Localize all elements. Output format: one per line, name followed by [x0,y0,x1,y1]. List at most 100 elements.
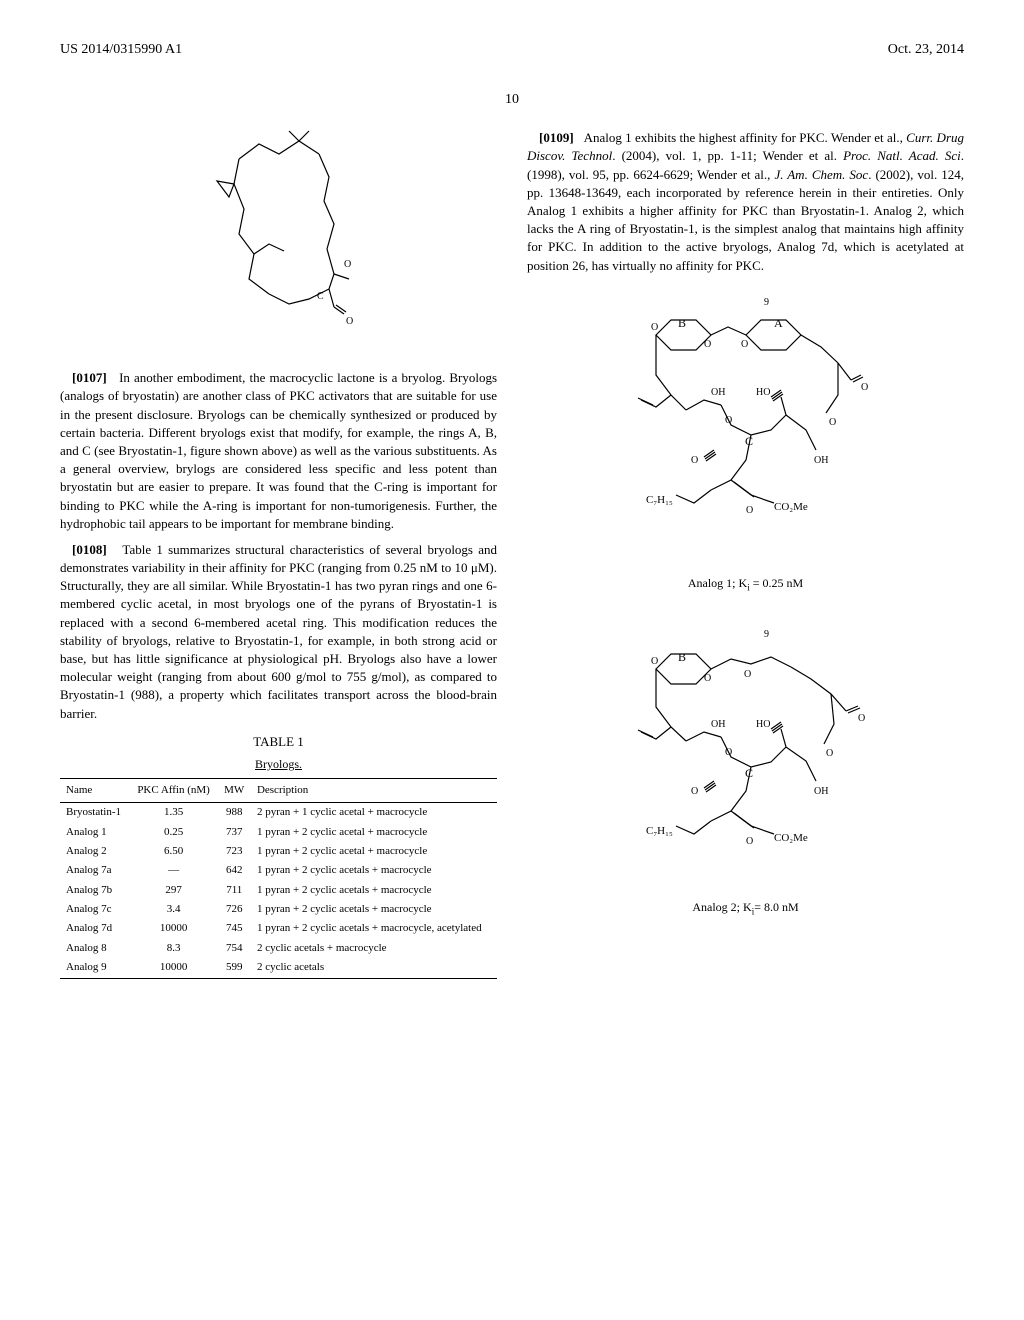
table-cell: 1 pyran + 2 cyclic acetals + macrocycle,… [251,919,497,938]
p109-t0: Analog 1 exhibits the highest affinity f… [584,130,907,145]
table-cell: 726 [218,900,251,919]
para-text-107: In another embodiment, the macrocyclic l… [60,370,497,531]
svg-text:O: O [746,505,753,516]
svg-text:O: O [704,673,711,684]
table-cell: 737 [218,823,251,842]
caption-analog2: Analog 2; Ki= 8.0 nM [527,899,964,918]
table-body: Bryostatin-11.359882 pyran + 1 cyclic ac… [60,803,497,979]
col-mw: MW [218,778,251,802]
table-cell: 1 pyran + 2 cyclic acetals + macrocycle [251,881,497,900]
table-row: Analog 26.507231 pyran + 2 cyclic acetal… [60,842,497,861]
svg-text:OH: OH [711,387,725,398]
table-cell: 8.3 [130,939,218,958]
svg-text:O: O [746,836,753,847]
table-cell: Analog 1 [60,823,130,842]
table-row: Analog 88.37542 cyclic acetals + macrocy… [60,939,497,958]
table-title: TABLE 1 [60,733,497,751]
table-row: Analog 7d100007451 pyran + 2 cyclic acet… [60,919,497,938]
content-columns: O O C [0107] In another embodiment, the … [60,129,964,978]
table-cell: 0.25 [130,823,218,842]
svg-text:O: O [725,415,732,426]
table-cell: 1 pyran + 2 cyclic acetal + macrocycle [251,842,497,861]
svg-text:9: 9 [764,297,769,308]
patent-number: US 2014/0315990 A1 [60,40,182,60]
table-row: Analog 10.257371 pyran + 2 cyclic acetal… [60,823,497,842]
bryologs-table: Name PKC Affin (nM) MW Description Bryos… [60,778,497,979]
svg-text:HO: HO [756,387,770,398]
svg-text:B: B [678,650,686,664]
table-cell: Analog 7d [60,919,130,938]
para-num-107: [0107] [72,370,107,385]
svg-text:O: O [744,669,751,680]
svg-text:9: 9 [764,629,769,640]
page-number: 10 [60,90,964,110]
col-desc: Description [251,778,497,802]
table-row: Analog 7a—6421 pyran + 2 cyclic acetals … [60,861,497,880]
patent-date: Oct. 23, 2014 [888,40,964,60]
svg-text:C₇H₁₅: C₇H₁₅ [646,825,673,837]
svg-text:OH: OH [814,455,828,466]
table-cell: 6.50 [130,842,218,861]
table-cell: 297 [130,881,218,900]
table-cell: 599 [218,958,251,978]
table-row: Analog 7c3.47261 pyran + 2 cyclic acetal… [60,900,497,919]
table-cell: Analog 9 [60,958,130,978]
table-cell: 3.4 [130,900,218,919]
svg-text:OH: OH [711,719,725,730]
table-cell: 2 pyran + 1 cyclic acetal + macrocycle [251,803,497,823]
svg-text:OH: OH [814,786,828,797]
svg-text:CO₂Me: CO₂Me [774,501,808,513]
svg-text:O: O [826,748,833,759]
table-cell: Analog 7b [60,881,130,900]
svg-text:O: O [346,316,353,327]
table-cell: 754 [218,939,251,958]
p109-t5: J. Am. Chem. Soc [774,167,868,182]
svg-text:O: O [725,747,732,758]
p109-t3: Proc. Natl. Acad. Sci [843,148,961,163]
svg-text:HO: HO [756,719,770,730]
table-cell: Bryostatin-1 [60,803,130,823]
table-header-row: Name PKC Affin (nM) MW Description [60,778,497,802]
caption-analog1: Analog 1; Ki = 0.25 nM [527,575,964,594]
p109-t6: . (2002), vol. 124, pp. 13648-13649, eac… [527,167,964,273]
molecule-analog1: B A 9 O O O O O OH HO [616,285,876,565]
paragraph-108: [0108] Table 1 summarizes structural cha… [60,541,497,723]
table-cell: 1 pyran + 2 cyclic acetals + macrocycle [251,900,497,919]
svg-text:O: O [858,713,865,724]
para-text-108: Table 1 summarizes structural characteri… [60,542,497,721]
svg-text:O: O [651,656,658,667]
table-cell: 745 [218,919,251,938]
paragraph-109: [0109] Analog 1 exhibits the highest aff… [527,129,964,275]
svg-text:O: O [861,382,868,393]
table-row: Analog 9100005992 cyclic acetals [60,958,497,978]
table-row: Analog 7b2977111 pyran + 2 cyclic acetal… [60,881,497,900]
page-header: US 2014/0315990 A1 Oct. 23, 2014 [60,40,964,60]
table-cell: 1 pyran + 2 cyclic acetal + macrocycle [251,823,497,842]
svg-text:O: O [829,417,836,428]
svg-text:C₇H₁₅: C₇H₁₅ [646,494,673,506]
table-cell: 1.35 [130,803,218,823]
svg-text:O: O [691,786,698,797]
table-cell: 2 cyclic acetals [251,958,497,978]
svg-text:C: C [317,291,324,302]
molecule-structure-top: O O C [189,129,369,349]
svg-text:O: O [741,339,748,350]
svg-text:O: O [344,259,351,270]
table-cell: Analog 7c [60,900,130,919]
para-num-109: [0109] [539,130,574,145]
col-affin: PKC Affin (nM) [130,778,218,802]
table-cell: 1 pyran + 2 cyclic acetals + macrocycle [251,861,497,880]
table-cell: 10000 [130,919,218,938]
table-cell: 2 cyclic acetals + macrocycle [251,939,497,958]
svg-text:O: O [691,455,698,466]
col-name: Name [60,778,130,802]
svg-text:A: A [774,316,783,330]
svg-text:O: O [704,339,711,350]
left-column: O O C [0107] In another embodiment, the … [60,129,497,978]
table-cell: 988 [218,803,251,823]
table-subtitle: Bryologs. [60,756,497,773]
table-cell: 642 [218,861,251,880]
table-cell: Analog 8 [60,939,130,958]
p109-t2: . (2004), vol. 1, pp. 1-11; Wender et al… [612,148,843,163]
table-cell: 711 [218,881,251,900]
